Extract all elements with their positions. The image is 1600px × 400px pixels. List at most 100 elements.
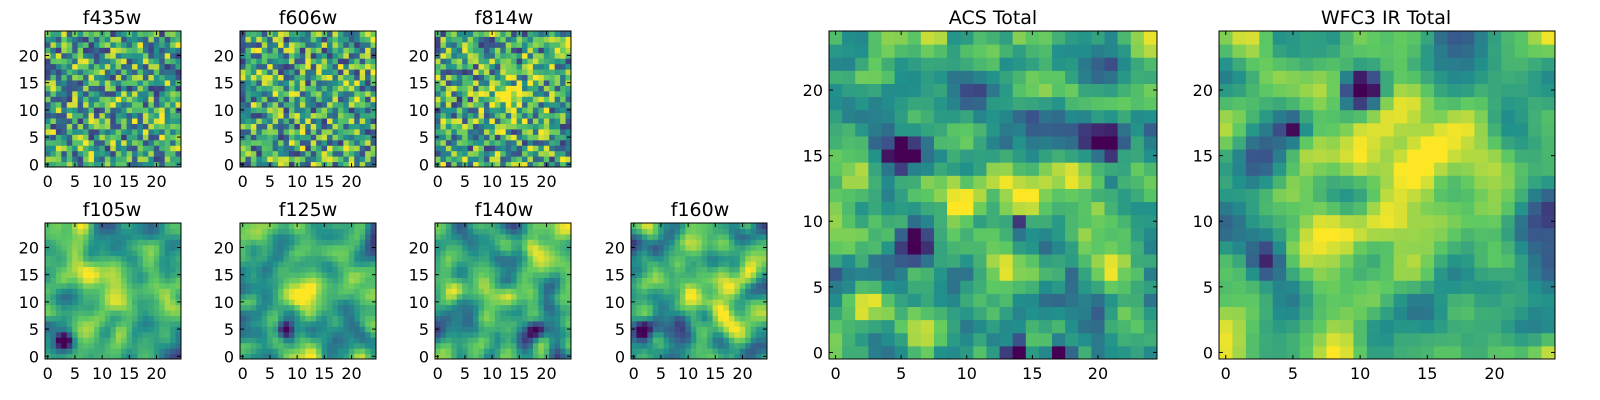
heatmap-cell <box>250 250 257 257</box>
heatmap-cell <box>148 255 155 262</box>
heatmap-cell <box>456 90 463 97</box>
heatmap-cell <box>261 310 268 316</box>
x-tick-label: 10 <box>678 364 698 383</box>
heatmap-cell <box>256 79 263 86</box>
heatmap-cell <box>1143 240 1158 255</box>
heatmap-cell <box>701 282 708 289</box>
heatmap-cell <box>55 112 62 119</box>
heatmap-cell <box>728 288 735 295</box>
heatmap-cell <box>327 331 333 338</box>
heatmap-cell <box>45 342 51 349</box>
heatmap-cell <box>532 315 539 322</box>
heatmap-cell <box>1117 254 1132 268</box>
heatmap-cell <box>718 223 724 229</box>
heatmap-cell <box>310 266 317 273</box>
heatmap-cell <box>175 293 182 300</box>
heatmap-cell <box>343 282 350 289</box>
heatmap-cell <box>511 107 518 114</box>
heatmap-cell <box>61 233 68 240</box>
heatmap-cell <box>294 293 301 300</box>
heatmap-cell <box>701 320 708 327</box>
heatmap-cell <box>761 282 768 289</box>
heatmap-cell <box>516 337 523 344</box>
heatmap-cell <box>527 79 534 86</box>
heatmap-cell <box>707 250 714 257</box>
heatmap-cell <box>354 41 361 48</box>
heatmap-cell <box>45 233 51 240</box>
heatmap-cell <box>467 266 474 273</box>
heatmap-cell <box>66 348 73 355</box>
heatmap-cell <box>348 310 355 316</box>
heatmap-cell <box>148 118 155 124</box>
heatmap-cell <box>348 156 355 163</box>
heatmap-cell <box>1143 319 1158 334</box>
heatmap-cell <box>462 85 469 92</box>
heatmap-cell <box>658 293 665 300</box>
heatmap-cell <box>170 299 177 306</box>
axes-frame <box>434 30 572 168</box>
heatmap-cell <box>327 161 333 168</box>
heatmap-cell <box>712 320 719 327</box>
heatmap-cell <box>267 320 274 327</box>
heatmap-cell <box>1065 306 1079 321</box>
heatmap-cell <box>121 288 128 295</box>
heatmap-cell <box>554 36 561 43</box>
heatmap-cell <box>240 348 246 355</box>
heatmap-cell <box>489 261 496 268</box>
heatmap-cell <box>1052 293 1066 308</box>
heatmap-cell <box>1143 227 1158 242</box>
heatmap-cell <box>115 107 122 114</box>
heatmap-cell <box>83 150 90 157</box>
heatmap-cell <box>305 310 312 316</box>
heatmap-cell <box>750 223 757 229</box>
heatmap-cell <box>55 63 62 70</box>
heatmap-cell <box>505 326 512 333</box>
heatmap-cell <box>489 123 496 130</box>
heatmap-cell <box>93 310 100 316</box>
heatmap-cell <box>483 150 490 157</box>
heatmap-cell <box>756 282 763 289</box>
heatmap-cell <box>283 118 290 124</box>
heatmap-cell <box>679 244 686 251</box>
heatmap-cell <box>110 331 117 338</box>
heatmap-cell <box>359 228 366 235</box>
heatmap-cell <box>132 96 138 103</box>
heatmap-cell <box>435 74 441 81</box>
heatmap-cell <box>445 161 452 168</box>
heatmap-cell <box>1143 214 1158 229</box>
heatmap-cell <box>1091 227 1106 242</box>
heatmap-cell <box>50 139 57 146</box>
heatmap-cell <box>153 69 160 76</box>
heatmap-cell <box>294 315 301 322</box>
heatmap-cell <box>674 244 681 251</box>
heatmap-cell <box>283 74 290 81</box>
heatmap-cell <box>701 223 708 229</box>
heatmap-cell <box>110 277 117 284</box>
heatmap-cell <box>310 74 317 81</box>
heatmap-cell <box>337 353 344 360</box>
heatmap-cell <box>175 101 182 108</box>
heatmap-cell <box>305 107 312 114</box>
heatmap-cell <box>881 149 896 163</box>
heatmap-cell <box>310 233 317 240</box>
heatmap-cell <box>321 145 328 152</box>
heatmap-cell <box>829 175 843 189</box>
heatmap-cell <box>115 320 122 327</box>
heatmap-cell <box>1143 293 1158 308</box>
heatmap-cell <box>316 266 323 273</box>
heatmap-cell <box>93 145 100 152</box>
heatmap-cell <box>701 239 708 246</box>
heatmap-cell <box>310 58 317 65</box>
heatmap-cell <box>467 320 474 327</box>
heatmap-cell <box>652 304 659 311</box>
heatmap-cell <box>690 250 697 257</box>
heatmap-cell <box>66 233 73 240</box>
heatmap-cell <box>483 134 490 141</box>
heatmap-cell <box>126 239 133 246</box>
heatmap-cell <box>723 250 730 257</box>
x-tick-label: 0 <box>433 364 443 383</box>
heatmap-cell <box>445 47 452 54</box>
heatmap-cell <box>365 233 372 240</box>
heatmap-cell <box>99 228 106 235</box>
heatmap-cell <box>467 123 474 130</box>
